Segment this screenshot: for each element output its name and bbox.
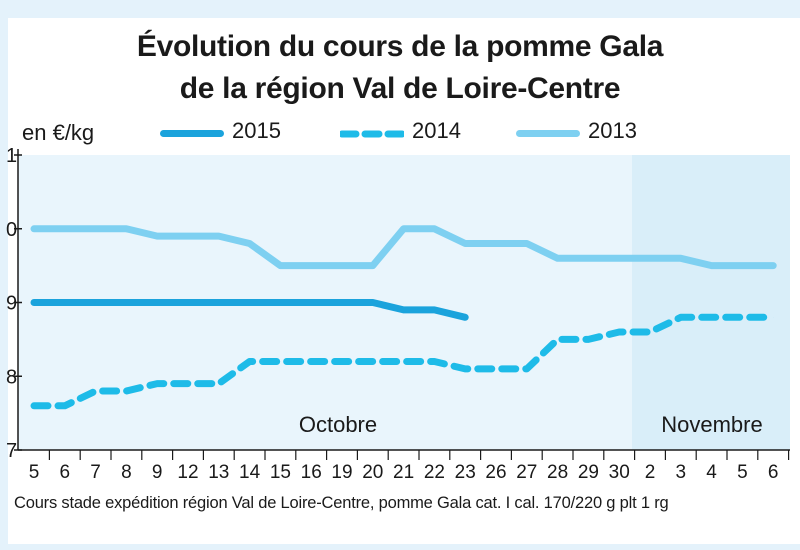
x-tick-label: 15 [270, 462, 291, 483]
chart-subtitle: de la région Val de Loire-Centre [179, 72, 621, 105]
y-tick-label: 9 [6, 293, 17, 315]
x-tick-label: 29 [578, 462, 599, 483]
x-tick-label: 26 [485, 462, 506, 483]
x-tick-label: 19 [331, 462, 352, 483]
x-tick-label: 3 [676, 462, 687, 483]
legend-label-2014: 2014 [412, 118, 461, 143]
x-tick-label: 4 [706, 462, 717, 483]
y-tick-label: 1 [6, 145, 17, 167]
x-tick-label: 6 [60, 462, 71, 483]
chart-title: Évolution du cours de la pomme Gala [136, 30, 664, 63]
november-band [632, 155, 790, 450]
legend-swatch-2015 [160, 130, 224, 137]
x-tick-label: 6 [768, 462, 779, 483]
legend-label-2013: 2013 [588, 118, 637, 143]
y-tick-label: 7 [6, 440, 17, 462]
y-tick-label: 8 [6, 366, 17, 388]
legend-swatch-2014 [340, 130, 404, 138]
x-tick-label: 30 [609, 462, 630, 483]
x-tick-label: 2 [645, 462, 656, 483]
x-tick-label: 14 [239, 462, 261, 483]
x-tick-label: 16 [301, 462, 322, 483]
x-tick-label: 7 [90, 462, 101, 483]
x-tick-label: 5 [29, 462, 40, 483]
y-tick-label: 0 [6, 219, 17, 241]
legend-label-2015: 2015 [232, 118, 281, 143]
x-tick-label: 21 [393, 462, 414, 483]
y-axis-unit-label: en €/kg [22, 120, 95, 145]
x-tick-label: 12 [177, 462, 198, 483]
month-label-octobre: Octobre [299, 412, 377, 437]
x-tick-label: 28 [547, 462, 568, 483]
legend-swatch-2013 [516, 130, 580, 137]
x-tick-label: 8 [121, 462, 132, 483]
x-tick-label: 22 [424, 462, 445, 483]
x-tick-label: 20 [362, 462, 383, 483]
x-tick-label: 5 [737, 462, 748, 483]
month-label-novembre: Novembre [661, 412, 762, 437]
x-tick-label: 23 [455, 462, 476, 483]
chart-footnote: Cours stade expédition région Val de Loi… [14, 494, 669, 512]
x-tick-label: 27 [516, 462, 537, 483]
x-tick-label: 9 [152, 462, 163, 483]
x-tick-label: 13 [208, 462, 229, 483]
